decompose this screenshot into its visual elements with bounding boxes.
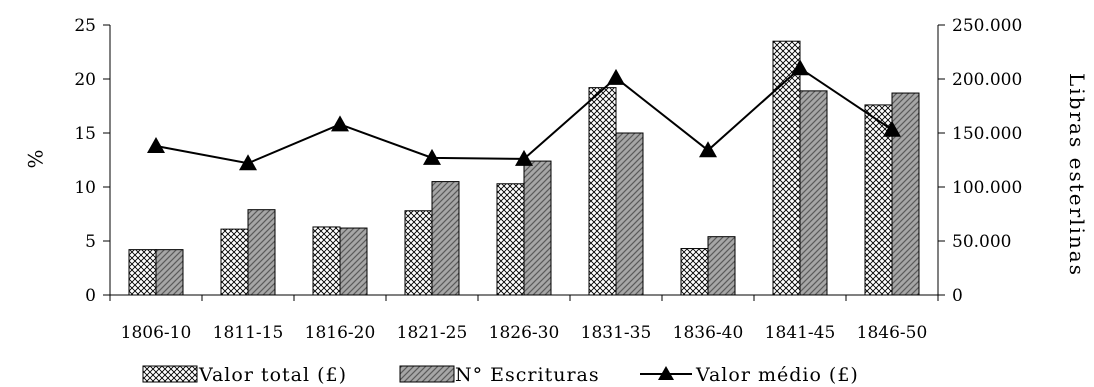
x-tick-label-1826-30: 1826-30 [489, 323, 560, 343]
y-axis-left-title: % [23, 149, 47, 170]
x-tick-label-1836-40: 1836-40 [673, 323, 744, 343]
marker-valor-me-dio-1816-20 [331, 115, 349, 132]
bar-n-escrituras-1846-50 [891, 92, 920, 296]
y-left-tick-label: 20 [74, 70, 96, 90]
y-axis-right-ticks: 0 50.000 100.000 150.000 200.000 250.000 [938, 16, 1022, 306]
y-left-tick-label: 10 [74, 178, 96, 198]
bar-valor-total-1821-25 [404, 210, 433, 296]
legend-swatch-valor-total [142, 365, 198, 383]
y-axis-right-title: Libras esterlinas [1065, 73, 1089, 277]
legend-label-valor-medio: Valor médio (£) [695, 364, 859, 386]
x-tick-label-1841-45: 1841-45 [765, 323, 836, 343]
bar-valor-total-1806-10 [128, 249, 157, 296]
bar-valor-total-1831-35 [588, 87, 617, 296]
marker-valor-me-dio-1841-45 [791, 59, 809, 76]
bar-valor-total-1841-45 [772, 40, 801, 296]
legend: Valor total (£) N° Escrituras Valor médi… [142, 364, 859, 386]
y-right-tick-label: 100.000 [952, 178, 1022, 198]
y-left-tick-label: 5 [85, 232, 96, 252]
bars [128, 40, 920, 296]
legend-item-valor-total: Valor total (£) [142, 364, 347, 386]
y-right-tick-label: 150.000 [952, 124, 1022, 144]
x-tick-label-1846-50: 1846-50 [857, 323, 928, 343]
marker-valor-me-dio-1806-10 [147, 136, 165, 153]
legend-marker-valor-medio [658, 366, 674, 380]
bar-n-escrituras-1821-25 [431, 181, 460, 296]
bar-n-escrituras-1831-35 [615, 132, 644, 296]
x-tick-label-1821-25: 1821-25 [397, 323, 468, 343]
bar-n-escrituras-1836-40 [707, 236, 736, 296]
marker-valor-me-dio-1846-50 [883, 120, 901, 137]
bar-n-escrituras-1806-10 [155, 249, 184, 296]
marker-valor-me-dio-1836-40 [699, 141, 717, 158]
x-tick-label-1806-10: 1806-10 [121, 323, 192, 343]
marker-valor-me-dio-1826-30 [515, 149, 533, 166]
line-series [147, 59, 901, 171]
x-tick-label-1811-15: 1811-15 [213, 323, 284, 343]
y-left-tick-label: 0 [85, 286, 96, 306]
bar-n-escrituras-1816-20 [339, 227, 368, 296]
y-right-tick-label: 50.000 [952, 232, 1011, 252]
bar-valor-total-1816-20 [312, 226, 341, 296]
bar-n-escrituras-1811-15 [247, 209, 276, 296]
y-left-tick-label: 25 [74, 16, 96, 36]
y-left-tick-label: 15 [74, 124, 96, 144]
y-axis-left-ticks: 0 5 10 15 20 25 [74, 16, 110, 306]
bar-n-escrituras-1841-45 [799, 90, 828, 296]
y-right-tick-label: 250.000 [952, 16, 1022, 36]
marker-valor-me-dio-1831-35 [607, 68, 625, 85]
x-tick-label-1816-20: 1816-20 [305, 323, 376, 343]
legend-swatch-escrituras [399, 365, 455, 383]
legend-label-escrituras: N° Escrituras [455, 364, 600, 386]
legend-label-valor-total: Valor total (£) [198, 364, 347, 386]
legend-item-valor-medio: Valor médio (£) [640, 364, 859, 386]
marker-valor-me-dio-1821-25 [423, 148, 441, 165]
bar-valor-total-1836-40 [680, 248, 709, 296]
bar-valor-total-1811-15 [220, 228, 249, 296]
bar-n-escrituras-1826-30 [523, 160, 552, 296]
x-tick-label-1831-35: 1831-35 [581, 323, 652, 343]
bar-valor-total-1826-30 [496, 183, 525, 296]
legend-item-escrituras: N° Escrituras [399, 364, 600, 386]
x-axis-ticks: 1806-10 1811-15 1816-20 1821-25 1826-30 1831-… [109, 295, 939, 343]
marker-valor-me-dio-1811-15 [239, 154, 257, 171]
y-right-tick-label: 200.000 [952, 70, 1022, 90]
y-right-tick-label: 0 [952, 286, 963, 306]
